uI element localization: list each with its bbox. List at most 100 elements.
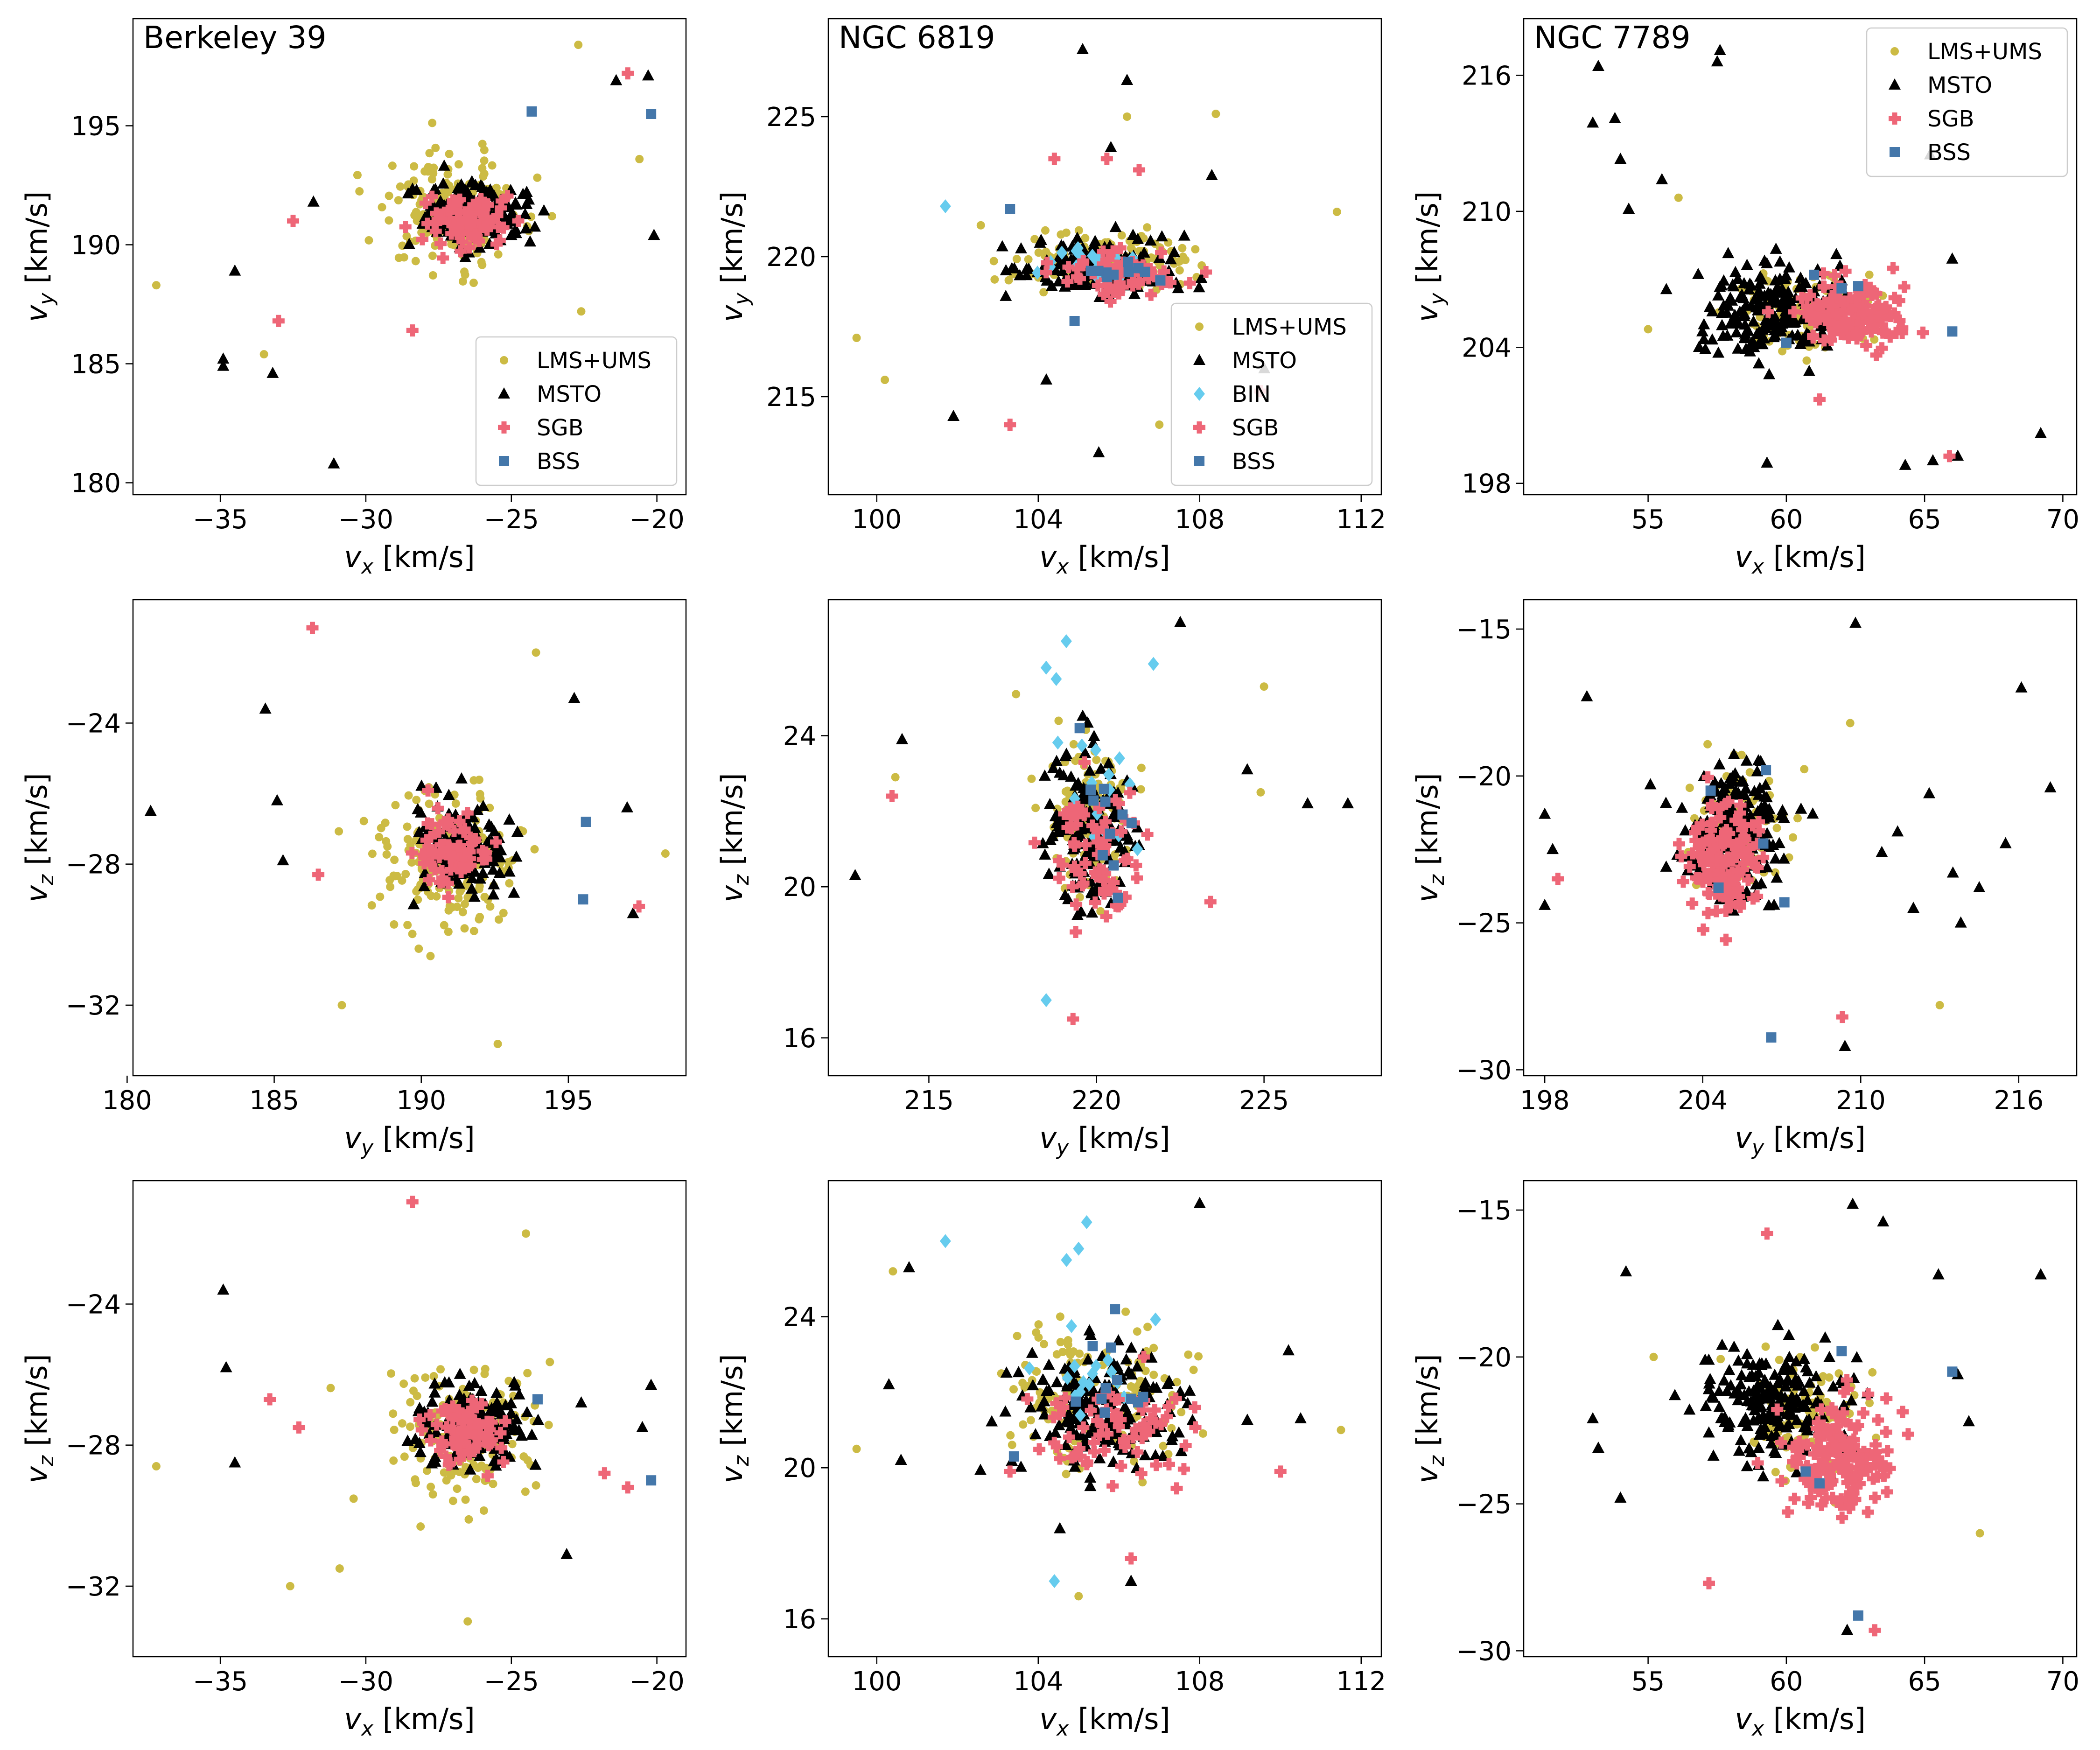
data-point [489, 1479, 497, 1488]
panel-3-1: −35 −30 −25 −20 −24 −28 −32 vx [km/s] vz [km/s] [20, 1180, 687, 1741]
data-point [1857, 1407, 1869, 1419]
data-point [1085, 784, 1096, 795]
axes: 100 104 108 112 16 20 24 [783, 1302, 1386, 1697]
data-point [999, 1405, 1012, 1417]
data-point [335, 827, 343, 836]
data-point [469, 279, 478, 287]
data-point [259, 350, 268, 359]
data-point [1706, 816, 1719, 829]
data-point [1623, 203, 1635, 214]
data-point [1715, 861, 1728, 873]
data-point [442, 789, 455, 800]
data-point [1113, 751, 1125, 765]
data-point [469, 228, 482, 241]
data-point [472, 1475, 481, 1484]
data-point [1131, 1360, 1143, 1372]
data-point [903, 1261, 915, 1273]
data-point [1673, 838, 1686, 850]
data-point [1712, 802, 1725, 815]
data-point [454, 1453, 466, 1466]
data-point [1241, 763, 1253, 775]
data-point [144, 805, 157, 816]
data-point [1763, 368, 1776, 379]
data-point [1135, 1467, 1148, 1480]
series-bss [1800, 1346, 1958, 1621]
series-sgb [1004, 1351, 1287, 1565]
data-point [1850, 1351, 1863, 1363]
data-point [1705, 785, 1716, 796]
data-point [1809, 316, 1822, 329]
data-point [1869, 1445, 1882, 1458]
data-point [1034, 248, 1043, 257]
data-point [286, 1582, 294, 1590]
data-point [481, 198, 494, 211]
data-point [1848, 314, 1860, 327]
data-point [1815, 1403, 1827, 1416]
data-point [1081, 1215, 1092, 1230]
data-point [1054, 716, 1063, 725]
data-point [1739, 330, 1751, 342]
panel-2-3: 198 204 210 216 −15 −20 −25 −30 vy [km/s] vz [km/… [1410, 599, 2078, 1160]
data-point [1038, 1408, 1051, 1420]
data-point [464, 831, 476, 844]
data-point [1191, 245, 1200, 254]
data-point [1071, 271, 1084, 283]
data-point [1683, 1403, 1696, 1415]
data-point [1084, 1480, 1097, 1491]
data-point [1109, 794, 1122, 806]
y-tick-label: −32 [66, 991, 121, 1021]
data-point [383, 842, 392, 851]
data-point [1813, 1459, 1826, 1472]
data-point [1141, 828, 1154, 841]
data-point [391, 801, 400, 810]
scatter-points [144, 622, 670, 1048]
data-point [1722, 869, 1735, 882]
series-bss [578, 817, 591, 905]
data-point [1808, 1448, 1821, 1460]
data-point [622, 1481, 634, 1494]
data-point [1033, 1443, 1046, 1456]
data-point [1870, 287, 1883, 300]
data-point [463, 1617, 472, 1626]
data-point [598, 1467, 611, 1480]
data-point [1834, 1430, 1847, 1443]
data-point [523, 193, 535, 205]
data-point [1935, 1001, 1944, 1009]
data-point [1106, 1480, 1119, 1492]
data-point [1837, 1414, 1850, 1427]
data-point [1097, 258, 1109, 270]
data-point [425, 149, 434, 158]
x-tick-label: 70 [2046, 504, 2079, 535]
data-point [1806, 1469, 1819, 1481]
data-point [1074, 868, 1087, 880]
data-point [1644, 325, 1652, 334]
data-point [1189, 1365, 1198, 1374]
data-point [1852, 329, 1864, 342]
data-point [1060, 634, 1072, 649]
data-point [503, 865, 516, 877]
data-point [1724, 772, 1736, 784]
data-point [494, 1427, 507, 1439]
data-point [293, 1421, 305, 1434]
data-point [568, 692, 581, 703]
data-point [1732, 342, 1744, 354]
data-point [1161, 1410, 1173, 1423]
data-point [1117, 231, 1126, 240]
x-tick-label: 215 [904, 1085, 954, 1116]
data-point [447, 1437, 459, 1450]
y-tick-label: −20 [1456, 762, 1512, 792]
data-point [1758, 1421, 1771, 1432]
data-point [1101, 1428, 1114, 1440]
data-point [1826, 1491, 1839, 1504]
data-point [1000, 289, 1012, 301]
data-point [448, 1497, 457, 1505]
data-point [444, 852, 456, 864]
data-point [1088, 1446, 1100, 1458]
axes: 198 204 210 216 −15 −20 −25 −30 [1456, 615, 2044, 1116]
data-point [1702, 1353, 1715, 1365]
data-point [429, 225, 442, 238]
legend-marker [1194, 456, 1204, 466]
data-point [1138, 1418, 1150, 1430]
data-point [451, 799, 460, 808]
data-point [1813, 393, 1826, 406]
